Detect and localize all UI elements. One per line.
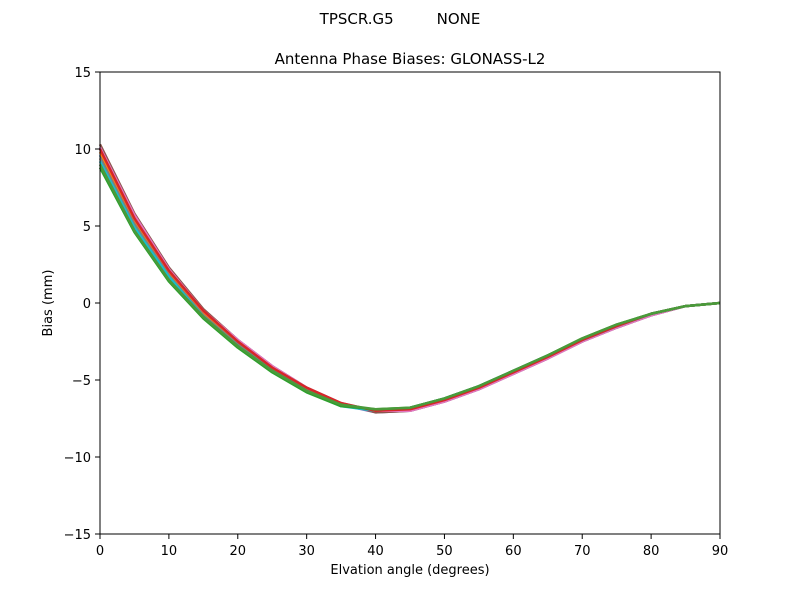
y-axis-label: Bias (mm) — [41, 270, 56, 337]
x-tick-label: 60 — [505, 544, 522, 559]
y-axis: −15 −10 −5 0 5 10 15 — [64, 66, 100, 543]
series-line-2 — [98, 151, 721, 413]
x-tick-label: 70 — [574, 544, 591, 559]
y-tick-label: 15 — [74, 66, 91, 81]
plot-area — [98, 143, 721, 414]
series-line-9 — [98, 166, 721, 411]
series-line-5 — [98, 146, 721, 413]
x-tick-label: 20 — [230, 544, 247, 559]
x-axis: 0 10 20 30 40 50 60 70 80 90 — [96, 534, 728, 559]
x-tick-label: 80 — [643, 544, 660, 559]
series-line-8 — [98, 148, 721, 413]
chart-suptitle: TPSCR.G5 NONE — [319, 10, 481, 28]
series-line-1 — [98, 154, 721, 413]
series-line-7 — [98, 160, 721, 413]
y-tick-label: 10 — [74, 143, 91, 158]
x-tick-label: 90 — [712, 544, 729, 559]
x-tick-label: 40 — [367, 544, 384, 559]
x-axis-label: Elvation angle (degrees) — [330, 563, 489, 578]
chart-title: Antenna Phase Biases: GLONASS-L2 — [275, 50, 546, 68]
y-tick-label: −15 — [64, 528, 91, 543]
x-tick-label: 0 — [96, 544, 104, 559]
y-tick-label: 5 — [83, 220, 91, 235]
y-tick-label: −5 — [72, 374, 91, 389]
series-line-6 — [98, 157, 721, 413]
x-tick-label: 50 — [436, 544, 453, 559]
series-line-4 — [98, 143, 721, 414]
y-tick-label: −10 — [64, 451, 91, 466]
series-line-10 — [98, 163, 721, 411]
x-tick-label: 30 — [298, 544, 315, 559]
y-tick-label: 0 — [83, 297, 91, 312]
x-tick-label: 10 — [161, 544, 178, 559]
series-line-3 — [98, 146, 721, 414]
